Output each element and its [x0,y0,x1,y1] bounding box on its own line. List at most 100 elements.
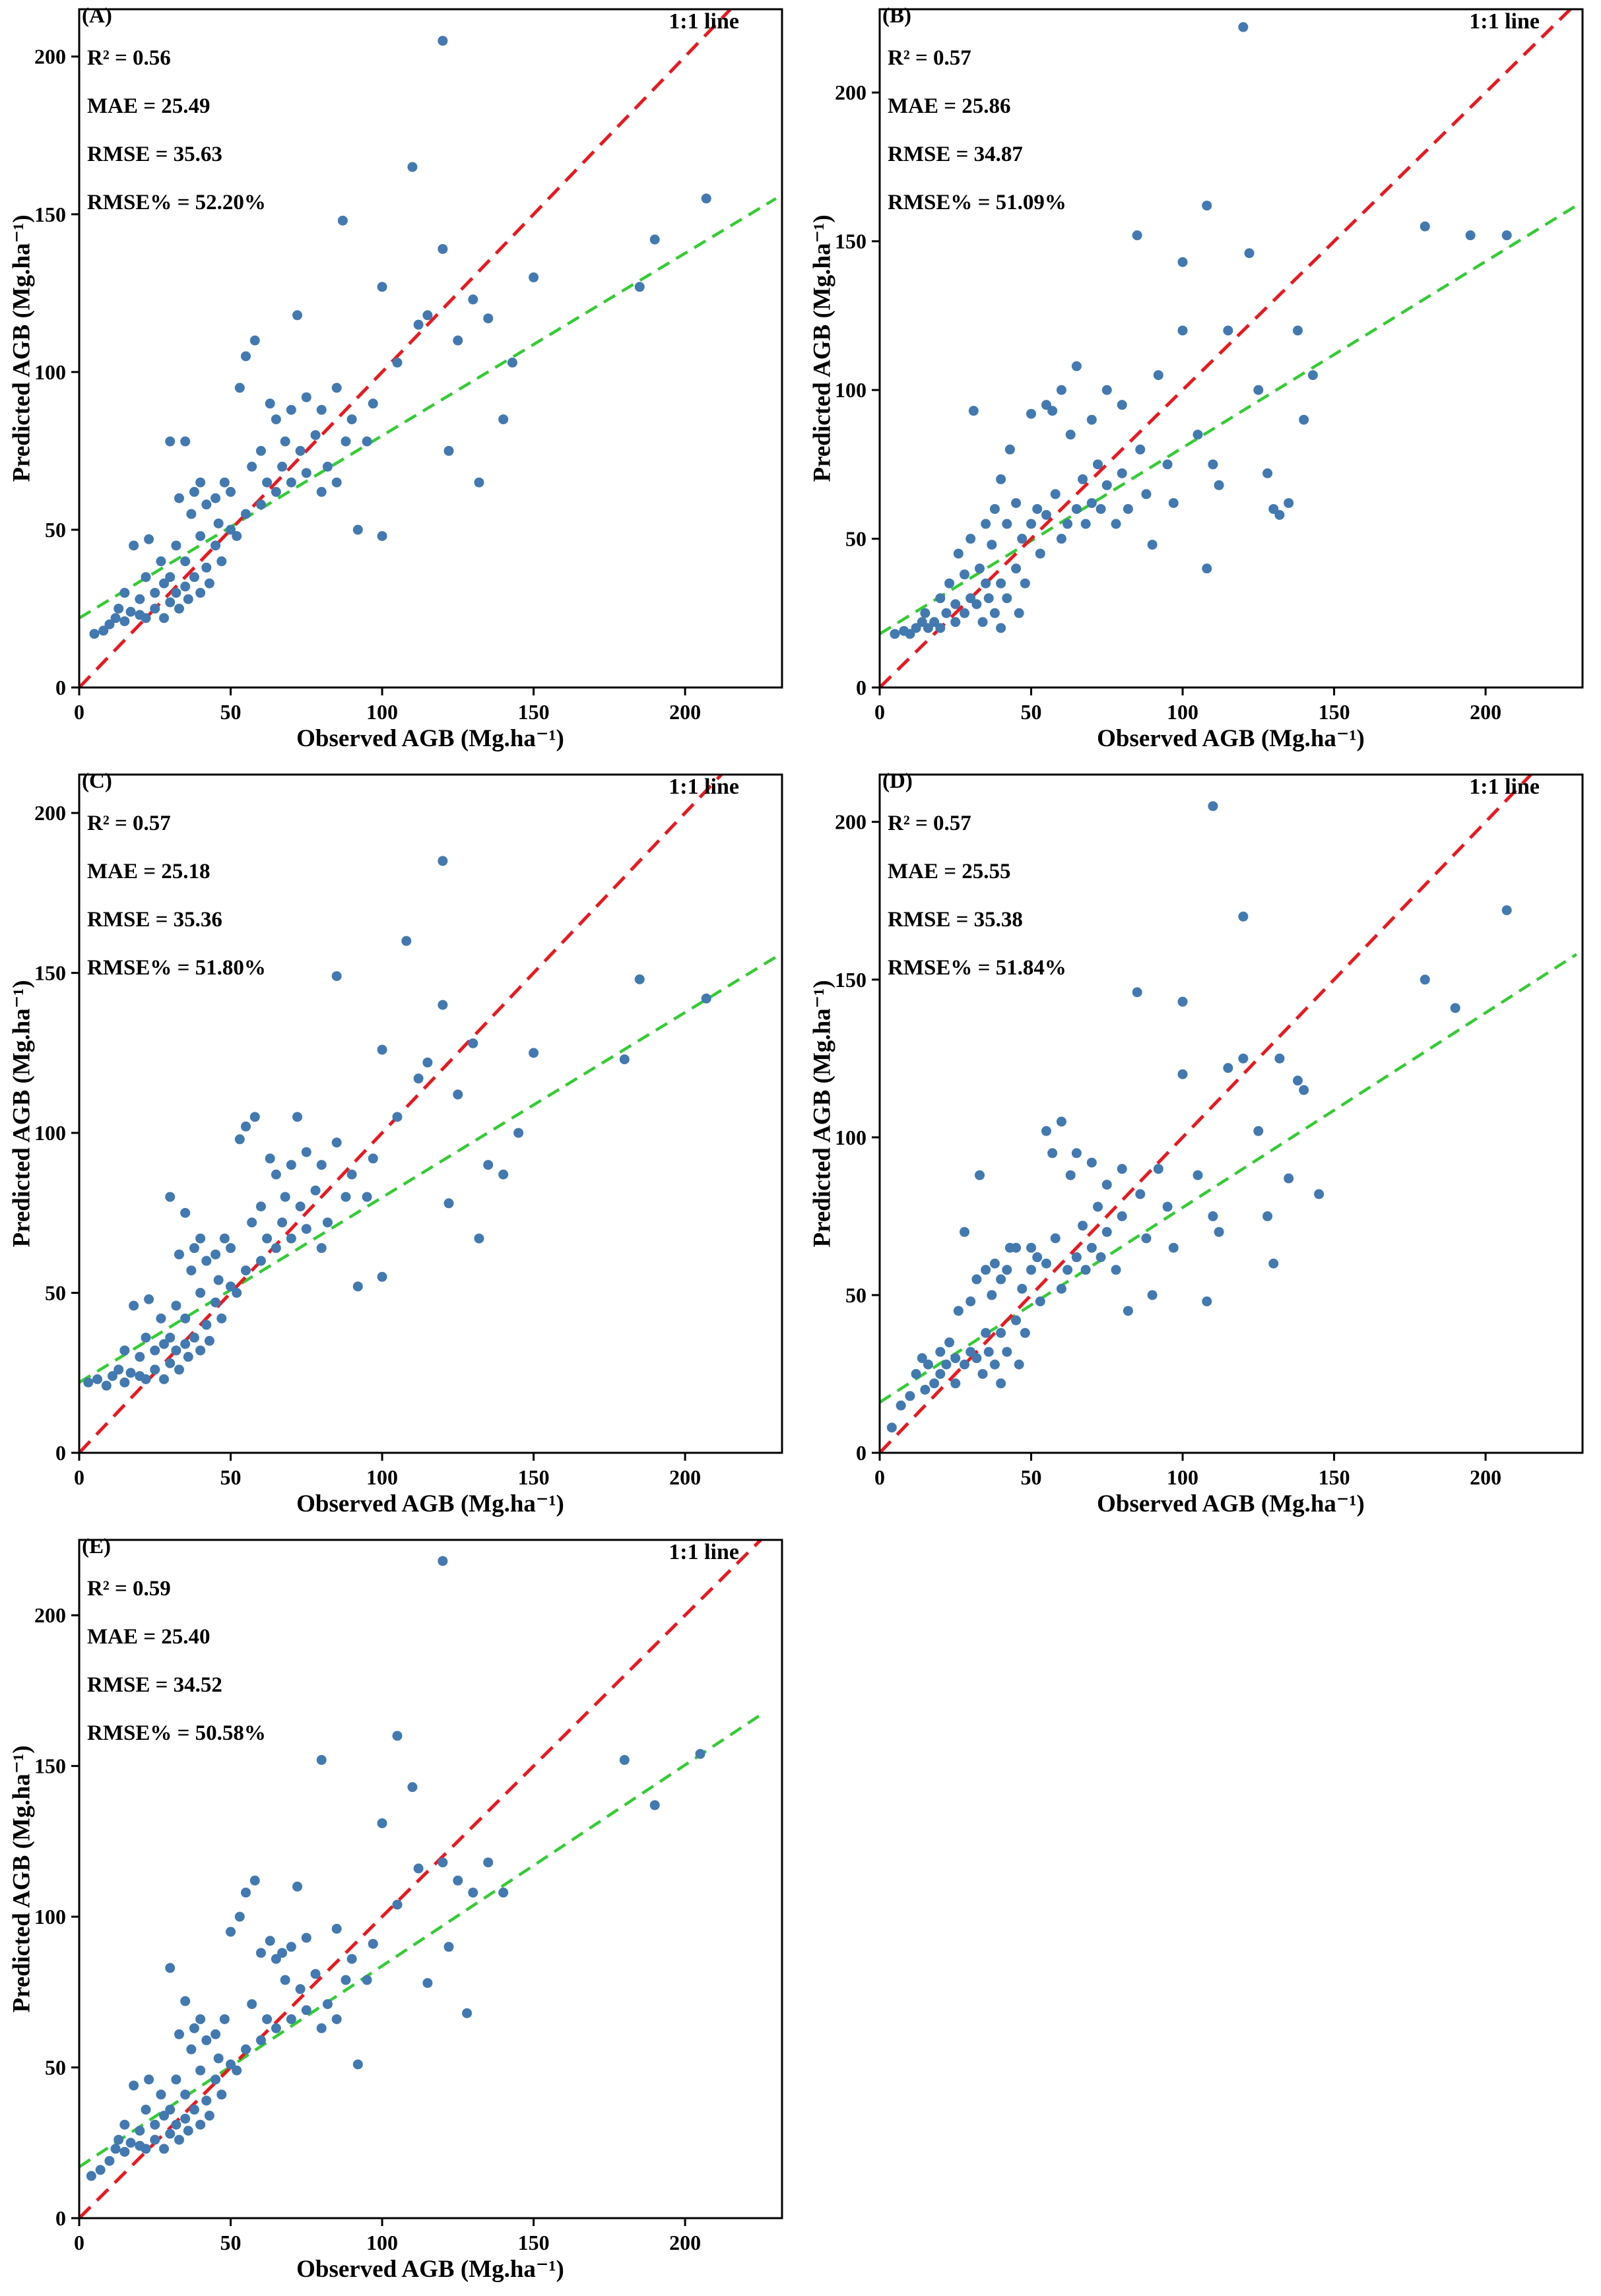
stat-mae: MAE = 25.86 [888,94,1011,118]
stats-block-c: R² = 0.57 MAE = 25.18 RMSE = 35.36 RMSE%… [87,800,266,992]
svg-text:150: 150 [518,700,550,724]
panel-c: 0 50 100 150 200 0 50 100 150 200 (C) R² = 0.57 M… [0,765,801,1531]
svg-text:100: 100 [34,360,66,384]
x-axis-label: Observed AGB (Mg.ha⁻¹) [296,1490,564,1517]
identity-line-label: 1:1 line [669,1540,739,1564]
stat-r2: R² = 0.57 [87,812,171,835]
identity-line-label: 1:1 line [669,775,739,799]
stat-rmse-pct: RMSE% = 50.58% [87,1721,266,1745]
panel-a: 0 50 100 150 200 0 50 100 150 200 (A) R² = 0.56 M… [0,0,801,765]
y-axis-label: Predicted AGB (Mg.ha⁻¹) [8,1745,36,2013]
svg-text:0: 0 [55,2206,66,2230]
svg-text:0: 0 [856,676,866,699]
svg-text:150: 150 [835,230,866,253]
stat-rmse-pct: RMSE% = 51.80% [87,956,266,980]
stat-mae: MAE = 25.55 [888,860,1011,883]
panel-b: 0 50 100 150 200 0 50 100 150 200 (B) R² = 0.57 M… [801,0,1601,765]
svg-text:200: 200 [669,2231,701,2254]
svg-text:50: 50 [220,700,242,724]
panel-e: 0 50 100 150 200 0 50 100 150 200 (E) R² = 0.59 M… [0,1531,801,2296]
scatter-plot-c: 0 50 100 150 200 0 50 100 150 200 [34,773,783,1489]
y-axis-label: Predicted AGB (Mg.ha⁻¹) [808,214,836,482]
stat-r2: R² = 0.57 [888,812,971,835]
panel-label-a: (A) [82,4,112,28]
svg-text:150: 150 [1319,700,1350,724]
svg-text:150: 150 [518,2231,550,2254]
panel-label-b: (B) [882,4,911,28]
stat-mae: MAE = 25.18 [87,860,211,883]
svg-text:150: 150 [518,1465,550,1489]
svg-text:200: 200 [835,810,866,834]
scatter-plot-a: 0 50 100 150 200 0 50 100 150 200 [34,8,783,724]
x-axis-label: Observed AGB (Mg.ha⁻¹) [1097,725,1365,752]
svg-text:200: 200 [34,1603,66,1627]
svg-text:50: 50 [1021,1465,1042,1489]
stats-block-a: R² = 0.56 MAE = 25.49 RMSE = 35.63 RMSE%… [87,34,266,227]
y-axis-label: Predicted AGB (Mg.ha⁻¹) [808,980,836,1248]
scatter-plot-d: 0 50 100 150 200 0 50 100 150 200 [835,773,1584,1489]
y-axis-label: Predicted AGB (Mg.ha⁻¹) [8,214,36,482]
svg-text:0: 0 [74,700,84,724]
svg-text:50: 50 [1021,700,1042,724]
x-axis-label: Observed AGB (Mg.ha⁻¹) [296,725,564,752]
svg-text:0: 0 [74,1465,84,1489]
svg-text:0: 0 [874,700,885,724]
stat-r2: R² = 0.59 [87,1577,171,1601]
svg-text:100: 100 [835,1126,866,1149]
stat-rmse: RMSE = 35.38 [888,908,1023,932]
svg-text:150: 150 [34,1754,66,1778]
stats-block-d: R² = 0.57 MAE = 25.55 RMSE = 35.38 RMSE%… [888,800,1066,992]
svg-text:50: 50 [845,527,866,551]
stat-r2: R² = 0.57 [888,46,971,70]
svg-text:50: 50 [45,1281,66,1305]
svg-text:100: 100 [34,1121,66,1145]
y-axis-label: Predicted AGB (Mg.ha⁻¹) [8,980,36,1248]
svg-text:200: 200 [34,801,66,825]
panel-label-c: (C) [82,769,112,793]
scatter-plot-e: 0 50 100 150 200 0 50 100 150 200 [34,1539,783,2254]
svg-text:100: 100 [835,378,866,402]
svg-text:200: 200 [669,1465,701,1489]
svg-text:150: 150 [34,203,66,226]
stat-mae: MAE = 25.40 [87,1625,211,1649]
svg-text:100: 100 [366,700,398,724]
stat-rmse: RMSE = 35.63 [87,143,222,166]
svg-text:100: 100 [1167,700,1198,724]
svg-text:200: 200 [835,80,866,104]
stats-block-b: R² = 0.57 MAE = 25.86 RMSE = 34.87 RMSE%… [888,34,1066,227]
identity-line-label: 1:1 line [1469,9,1540,34]
svg-text:100: 100 [366,2231,398,2254]
svg-text:150: 150 [835,968,866,992]
stat-rmse: RMSE = 34.52 [87,1673,222,1697]
panel-label-d: (D) [882,769,913,793]
svg-text:0: 0 [874,1465,885,1489]
svg-text:0: 0 [55,1441,66,1465]
svg-text:100: 100 [366,1465,398,1489]
svg-text:0: 0 [55,676,66,699]
svg-text:200: 200 [669,700,701,724]
x-axis-label: Observed AGB (Mg.ha⁻¹) [1097,1490,1365,1517]
svg-text:200: 200 [1470,700,1501,724]
stat-rmse: RMSE = 34.87 [888,143,1023,166]
stat-rmse: RMSE = 35.36 [87,908,222,932]
svg-text:150: 150 [34,961,66,985]
svg-text:150: 150 [1319,1465,1350,1489]
svg-text:0: 0 [856,1441,866,1465]
stats-block-e: R² = 0.59 MAE = 25.40 RMSE = 34.52 RMSE%… [87,1565,266,1758]
svg-text:0: 0 [74,2231,84,2254]
svg-text:100: 100 [1167,1465,1198,1489]
x-axis-label: Observed AGB (Mg.ha⁻¹) [296,2256,564,2283]
svg-text:200: 200 [34,45,66,69]
panel-label-e: (E) [82,1535,111,1558]
svg-text:50: 50 [220,1465,242,1489]
svg-text:50: 50 [45,2056,66,2080]
svg-text:50: 50 [845,1283,866,1307]
stat-r2: R² = 0.56 [87,46,171,70]
empty-cell [801,1531,1601,2296]
scatter-plot-b: 0 50 100 150 200 0 50 100 150 200 [835,8,1584,724]
svg-text:100: 100 [34,1905,66,1929]
svg-text:50: 50 [45,518,66,542]
identity-line-label: 1:1 line [1469,775,1540,799]
svg-text:50: 50 [220,2231,242,2254]
